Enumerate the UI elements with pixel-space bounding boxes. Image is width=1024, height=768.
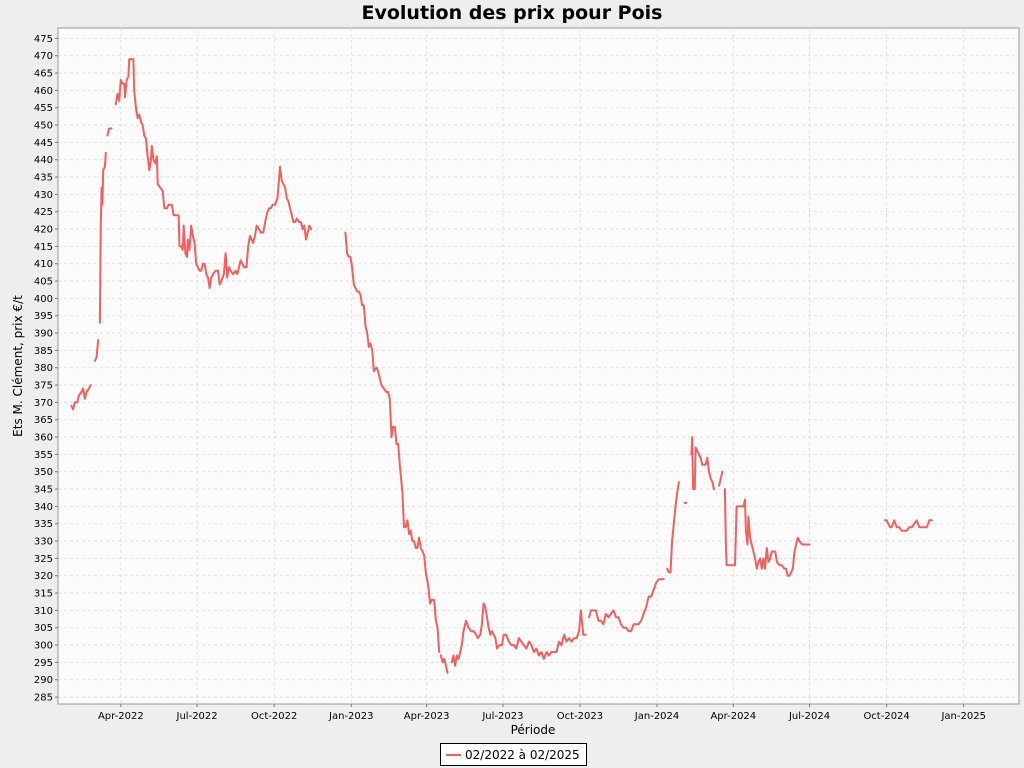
y-tick-label: 385 xyxy=(34,346,53,357)
legend-label: 02/2022 à 02/2025 xyxy=(465,747,580,762)
y-tick-label: 410 xyxy=(34,259,53,270)
series-segment xyxy=(666,481,680,574)
series-segment xyxy=(690,436,715,491)
x-axis: Apr-2022 Jul-2022 Oct-2022 Jan-2023 Apr-2023… xyxy=(98,704,986,722)
y-tick-label: 470 xyxy=(34,51,53,62)
plot-area xyxy=(57,27,1020,705)
y-tick-label: 345 xyxy=(34,485,53,496)
y-tick-label: 290 xyxy=(34,675,53,686)
series-segment xyxy=(450,602,587,667)
series-segment xyxy=(718,470,724,487)
y-tick-label: 340 xyxy=(34,502,53,513)
y-tick-label: 465 xyxy=(34,69,53,80)
series-segment xyxy=(439,654,449,674)
y-tick-label: 475 xyxy=(34,34,53,45)
y-tick-label: 395 xyxy=(34,311,53,322)
y-tick-label: 380 xyxy=(34,363,53,374)
y-tick-label: 335 xyxy=(34,519,53,530)
y-tick-label: 405 xyxy=(34,277,53,288)
y-tick-label: 310 xyxy=(34,606,53,617)
x-axis-label: Période xyxy=(511,723,556,737)
x-tick-label: Jan-2023 xyxy=(328,711,373,722)
series-segment xyxy=(70,384,92,411)
y-tick-label: 320 xyxy=(34,571,53,582)
series-segment xyxy=(588,578,665,633)
y-tick-label: 330 xyxy=(34,537,53,548)
y-tick-label: 415 xyxy=(34,242,53,253)
grid xyxy=(58,28,1019,704)
y-tick-label: 370 xyxy=(34,398,53,409)
x-tick-label: Jan-2024 xyxy=(634,711,679,722)
x-tick-label: Oct-2022 xyxy=(251,711,297,722)
x-tick-label: Jul-2022 xyxy=(176,711,218,722)
legend: 02/2022 à 02/2025 xyxy=(440,743,587,766)
x-tick-label: Apr-2022 xyxy=(98,711,144,722)
series-segment xyxy=(114,58,312,289)
y-tick-label: 315 xyxy=(34,589,53,600)
y-tick-label: 450 xyxy=(34,121,53,132)
series-segment xyxy=(723,488,811,577)
y-axis-label: Ets M. Clément, prix €/t xyxy=(11,295,25,437)
y-tick-label: 360 xyxy=(34,433,53,444)
y-tick-label: 300 xyxy=(34,641,53,652)
y-tick-label: 325 xyxy=(34,554,53,565)
y-tick-label: 305 xyxy=(34,623,53,634)
y-axis: 285 290 295 300 305 310 315 320 325 330 335 340 345 3… xyxy=(34,34,58,704)
y-tick-label: 295 xyxy=(34,658,53,669)
y-tick-label: 390 xyxy=(34,329,53,340)
y-tick-label: 425 xyxy=(34,207,53,218)
y-tick-label: 440 xyxy=(34,155,53,166)
series-segment xyxy=(106,127,113,137)
series-segment xyxy=(98,151,107,324)
y-tick-label: 285 xyxy=(34,693,53,704)
y-tick-label: 455 xyxy=(34,103,53,114)
y-tick-label: 430 xyxy=(34,190,53,201)
x-tick-label: Oct-2024 xyxy=(863,711,909,722)
series-line xyxy=(70,58,933,674)
x-tick-label: Apr-2024 xyxy=(710,711,756,722)
y-tick-label: 365 xyxy=(34,415,53,426)
y-tick-label: 460 xyxy=(34,86,53,97)
legend-swatch xyxy=(446,753,461,756)
y-tick-label: 400 xyxy=(34,294,53,305)
series-segment xyxy=(344,231,441,653)
chart-title: Evolution des prix pour Pois xyxy=(361,2,663,24)
y-tick-label: 355 xyxy=(34,450,53,461)
x-tick-label: Jul-2023 xyxy=(481,711,523,722)
y-tick-label: 435 xyxy=(34,173,53,184)
x-tick-label: Jul-2024 xyxy=(788,711,830,722)
y-tick-label: 420 xyxy=(34,225,53,236)
y-tick-label: 375 xyxy=(34,381,53,392)
x-tick-label: Jan-2025 xyxy=(940,711,985,722)
series-segment xyxy=(883,519,933,532)
x-tick-label: Oct-2023 xyxy=(557,711,603,722)
series-segment xyxy=(93,339,100,362)
x-tick-label: Apr-2023 xyxy=(404,711,450,722)
y-tick-label: 445 xyxy=(34,138,53,149)
y-tick-label: 350 xyxy=(34,467,53,478)
